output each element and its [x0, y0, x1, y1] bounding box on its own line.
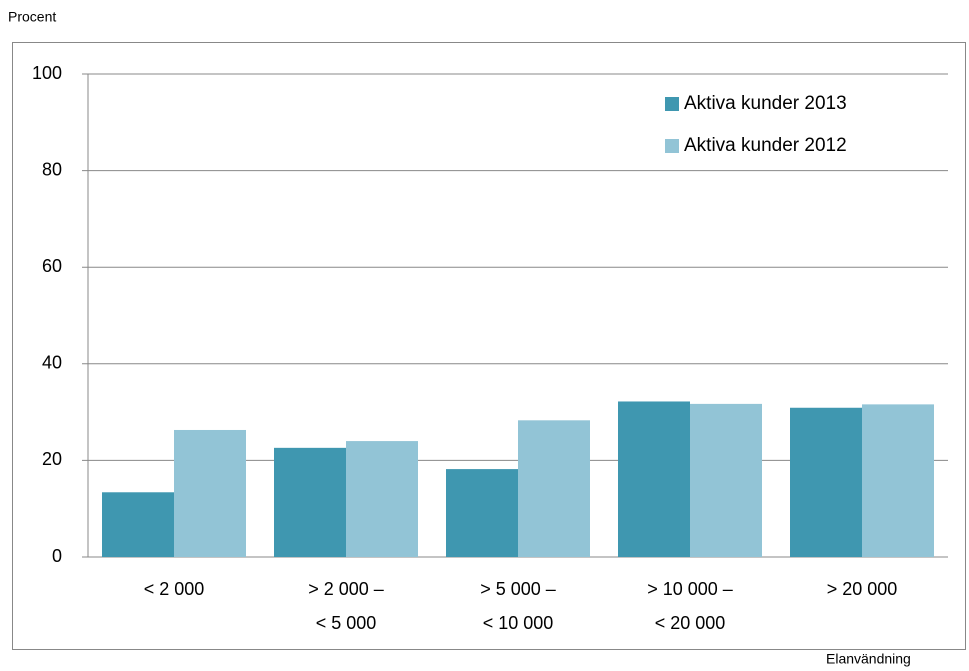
- x-tick-label: > 2 000 – < 5 000: [308, 579, 384, 633]
- bar: [174, 429, 246, 557]
- x-tick-label-line: < 20 000: [655, 613, 726, 633]
- x-tick-label-line: > 20 000: [827, 579, 898, 599]
- legend-swatch: [665, 97, 679, 111]
- y-tick-label: 80: [42, 159, 62, 179]
- x-tick-label-line: < 10 000: [483, 613, 554, 633]
- x-tick-label: < 2 000: [144, 579, 205, 599]
- x-axis-label: Elanvändning: [826, 651, 911, 667]
- bar: [274, 447, 346, 557]
- x-tick-label: > 5 000 – < 10 000: [480, 579, 556, 633]
- bar: [690, 403, 762, 557]
- bar: [862, 404, 934, 557]
- bar: [102, 492, 174, 557]
- bar: [346, 441, 418, 557]
- bar: [618, 401, 690, 557]
- y-axis-label: Procent: [8, 9, 56, 25]
- y-tick-label: 100: [32, 63, 62, 83]
- x-tick-label-line: > 5 000 –: [480, 579, 556, 599]
- x-tick-label-line: < 2 000: [144, 579, 205, 599]
- y-tick-label: 20: [42, 449, 62, 469]
- legend-swatch: [665, 139, 679, 153]
- bar: [518, 420, 590, 557]
- legend-label: Aktiva kunder 2012: [684, 135, 847, 156]
- x-tick-label: > 10 000 – < 20 000: [647, 579, 733, 633]
- bar: [790, 407, 862, 557]
- chart-frame: [12, 42, 966, 650]
- legend-label: Aktiva kunder 2013: [684, 93, 847, 114]
- x-tick-label-line: > 2 000 –: [308, 579, 384, 599]
- x-tick-label-line: > 10 000 –: [647, 579, 733, 599]
- x-tick-label-line: < 5 000: [316, 613, 377, 633]
- x-tick-label: > 20 000: [827, 579, 898, 599]
- y-tick-label: 0: [52, 546, 62, 566]
- bar: [446, 469, 518, 557]
- y-tick-label: 40: [42, 353, 62, 373]
- y-tick-label: 60: [42, 256, 62, 276]
